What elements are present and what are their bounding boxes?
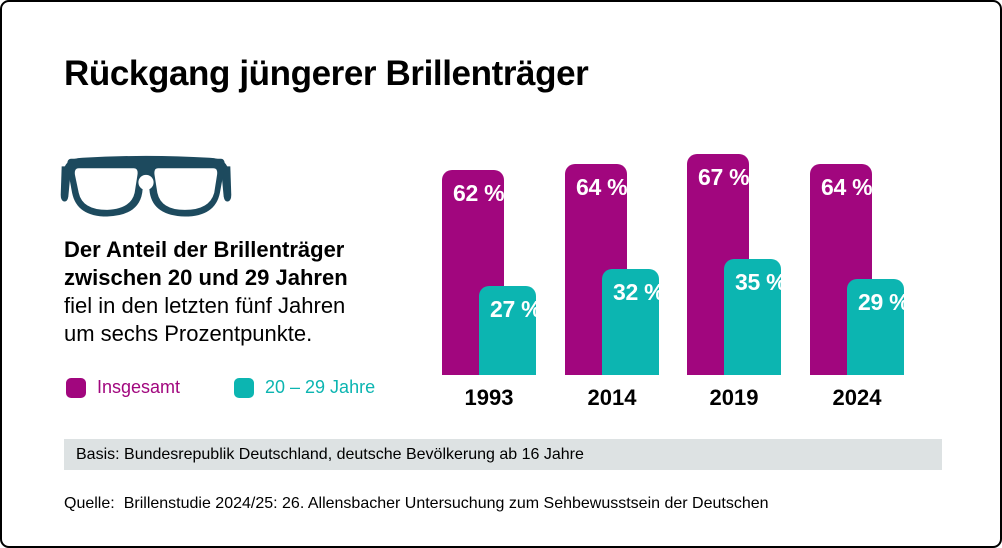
intro-line-2: zwischen 20 und 29 Jahren bbox=[64, 265, 348, 290]
bar-20-29-jahre-2024: 29 % bbox=[847, 279, 910, 375]
bar-chart: 62 % 27 % 1993 64 % 32 % 2014 67 % 35 % 2019 64 %… bbox=[442, 142, 917, 410]
category-label-1993: 1993 bbox=[464, 385, 514, 410]
source-label: Quelle: bbox=[64, 495, 115, 512]
intro-line-4: um sechs Prozentpunkte. bbox=[64, 321, 313, 346]
legend-item-insgesamt: Insgesamt bbox=[66, 377, 180, 398]
page-title: Rückgang jüngerer Brillenträger bbox=[64, 54, 589, 93]
legend-label-20-29-jahre: 20 – 29 Jahre bbox=[265, 377, 376, 397]
bar-20-29-jahre-1993: 27 % bbox=[479, 286, 542, 375]
intro-text: Der Anteil der Brillenträger zwischen 20… bbox=[64, 236, 348, 348]
bar-20-29-jahre-2019: 35 % bbox=[724, 259, 787, 375]
bar-value-label: 35 % bbox=[735, 269, 787, 295]
bar-value-label: 62 % bbox=[453, 180, 505, 206]
bar-value-label: 29 % bbox=[858, 289, 910, 315]
bar-20-29-jahre-2014: 32 % bbox=[602, 269, 665, 375]
source-text: Brillenstudie 2024/25: 26. Allensbacher … bbox=[123, 495, 769, 512]
basis-bar: Basis: Bundesrepublik Deutschland, deuts… bbox=[64, 439, 942, 470]
category-label-2019: 2019 bbox=[709, 385, 759, 410]
intro-line-1: Der Anteil der Brillenträger bbox=[64, 237, 345, 262]
category-label-2024: 2024 bbox=[832, 385, 882, 410]
source-line: Quelle: Brillenstudie 2024/25: 26. Allens… bbox=[64, 495, 769, 513]
category-label-2014: 2014 bbox=[587, 385, 637, 410]
glasses-lenses bbox=[74, 168, 218, 210]
legend-item-20-29-jahre: 20 – 29 Jahre bbox=[234, 377, 375, 398]
bar-value-label: 32 % bbox=[613, 279, 665, 305]
legend-swatch-insgesamt bbox=[66, 377, 86, 398]
bar-value-label: 64 % bbox=[576, 174, 628, 200]
glasses-icon bbox=[60, 155, 232, 217]
bar-group-2014: 64 % 32 % 2014 bbox=[565, 142, 665, 410]
bar-value-label: 27 % bbox=[490, 296, 542, 322]
intro-line-3: fiel in den letzten fünf Jahren bbox=[64, 293, 346, 318]
bar-group-2024: 64 % 29 % 2024 bbox=[810, 142, 910, 410]
bar-value-label: 67 % bbox=[698, 164, 750, 190]
legend-swatch-20-29-jahre bbox=[234, 377, 254, 398]
bar-group-1993: 62 % 27 % 1993 bbox=[442, 142, 542, 410]
legend-label-insgesamt: Insgesamt bbox=[97, 377, 181, 397]
bar-group-2019: 67 % 35 % 2019 bbox=[687, 142, 787, 410]
bar-value-label: 64 % bbox=[821, 174, 873, 200]
